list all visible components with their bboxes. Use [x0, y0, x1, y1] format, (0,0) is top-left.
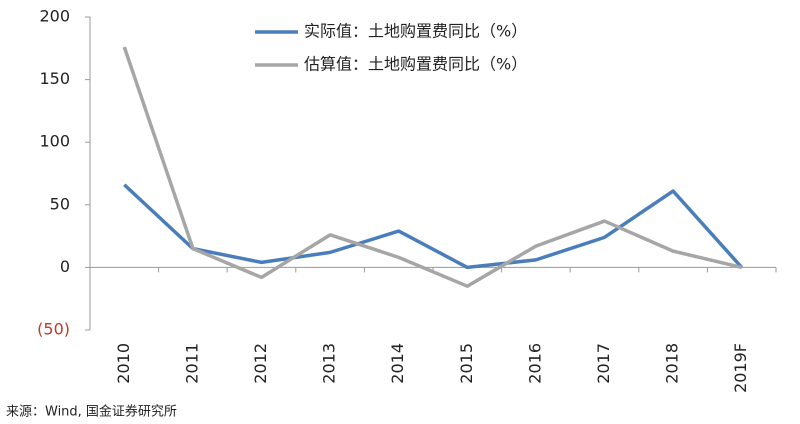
x-tick-label: 2019F — [731, 343, 750, 393]
data-line — [123, 183, 744, 270]
x-tick-label: 2018 — [663, 343, 682, 384]
y-tick-label: (50) — [37, 320, 70, 339]
y-tick-label: 200 — [39, 7, 70, 26]
legend-label: 估算值：土地购置费同比（%） — [304, 55, 527, 74]
legend-label: 实际值：土地购置费同比（%） — [304, 22, 527, 41]
x-tick-label: 2011 — [182, 343, 201, 384]
y-tick-label: 150 — [39, 69, 70, 88]
data-line — [122, 46, 743, 288]
x-tick-label: 2016 — [525, 343, 544, 384]
y-tick-label: 0 — [60, 257, 70, 276]
source-note: 来源：Wind, 国金证券研究所 — [6, 404, 177, 420]
y-tick-label: 50 — [50, 194, 70, 213]
x-tick-label: 2013 — [320, 343, 339, 384]
y-tick-label: 100 — [39, 132, 70, 151]
x-tick-label: 2010 — [114, 343, 133, 384]
x-tick-label: 2015 — [457, 343, 476, 384]
x-tick-label: 2012 — [251, 343, 270, 384]
x-tick-label: 2017 — [594, 343, 613, 384]
x-tick-label: 2014 — [388, 343, 407, 384]
